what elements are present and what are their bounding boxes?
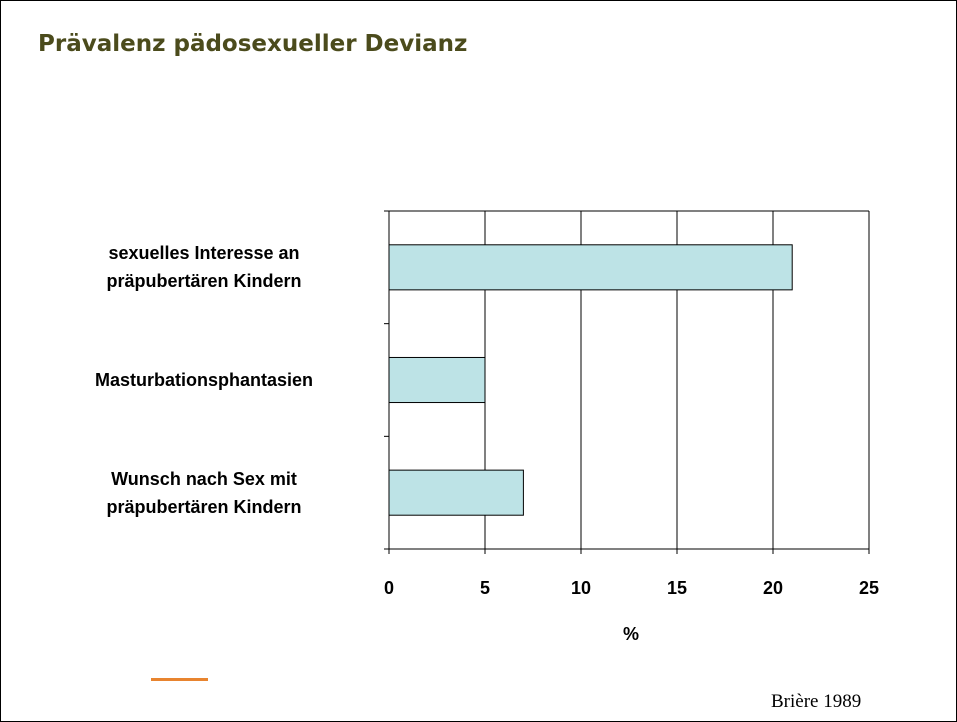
x-tick-label: 15 [667,578,687,598]
bar [388,356,486,404]
bar [388,469,524,516]
decoration-line [151,678,208,681]
x-tick-label: 10 [571,578,591,598]
y-tick-label: sexuelles Interesse an präpubertären Kin… [106,243,302,292]
x-tick-label: 5 [480,578,490,598]
source: Brière 1989 [771,691,862,712]
chart-title: Prävalenz pädosexueller Devianz [38,31,468,57]
y-tick-label: Wunsch nach Sex mit präpubertären Kinder… [106,468,302,517]
x-axis-label: % [623,624,639,644]
y-tick-label: Masturbationsphantasien [94,370,314,390]
x-tick-label: 25 [859,578,879,598]
bar [388,244,793,291]
x-tick-label: 20 [763,578,783,598]
x-tick-label: 0 [384,578,394,598]
